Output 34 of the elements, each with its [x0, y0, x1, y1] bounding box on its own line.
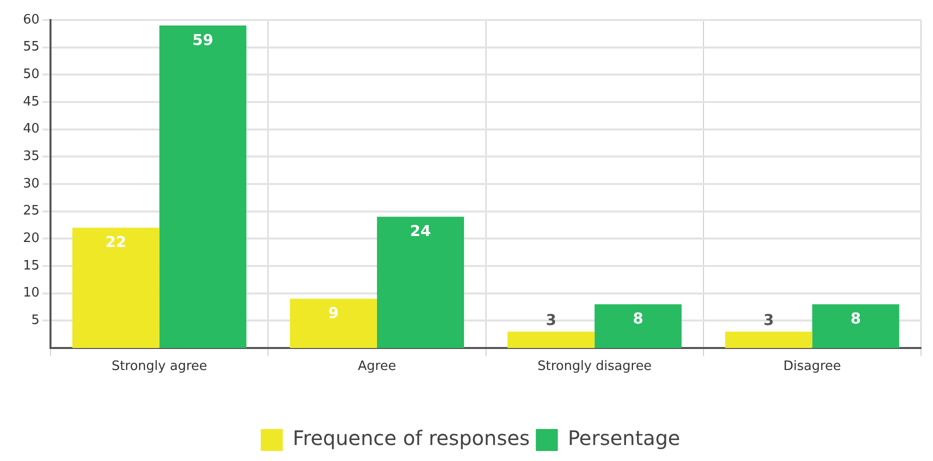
- data-label: 8: [850, 310, 861, 328]
- x-tick-label: Strongly disagree: [537, 359, 652, 374]
- y-tick-label: 60: [22, 12, 40, 28]
- x-tick-label: Strongly agree: [112, 359, 208, 374]
- data-label: 8: [632, 310, 644, 328]
- legend-label: Frequence of responses: [292, 426, 530, 450]
- data-label: 3: [763, 310, 774, 329]
- y-tick-label: 25: [22, 204, 40, 219]
- legend-label: Persentage: [568, 426, 680, 450]
- x-tick-label: Agree: [358, 359, 396, 374]
- y-tick-label: 40: [22, 122, 40, 137]
- data-label: 22: [105, 233, 126, 252]
- data-label: 59: [192, 30, 214, 49]
- y-tick-label: 35: [22, 149, 40, 164]
- data-label: 24: [410, 222, 431, 240]
- bar: [594, 304, 682, 348]
- x-tick-label: Disagree: [783, 359, 842, 374]
- bar: [159, 25, 246, 348]
- y-tick-label: 20: [22, 231, 40, 246]
- bar: [72, 228, 160, 348]
- y-tick-label: 30: [22, 176, 40, 192]
- bar: [508, 332, 595, 348]
- y-tick-label: 10: [22, 286, 40, 301]
- data-label: 9: [328, 304, 339, 322]
- bar: [725, 332, 812, 348]
- y-tick-label: 15: [22, 258, 40, 274]
- y-tick-label: 5: [31, 313, 40, 328]
- bar: [376, 216, 464, 348]
- y-tick-label: 50: [22, 67, 40, 82]
- y-tick-label: 55: [22, 40, 40, 55]
- y-tick-label: 45: [22, 94, 40, 110]
- data-label: 3: [546, 310, 556, 329]
- bar: [290, 298, 377, 348]
- bar: [812, 304, 900, 348]
